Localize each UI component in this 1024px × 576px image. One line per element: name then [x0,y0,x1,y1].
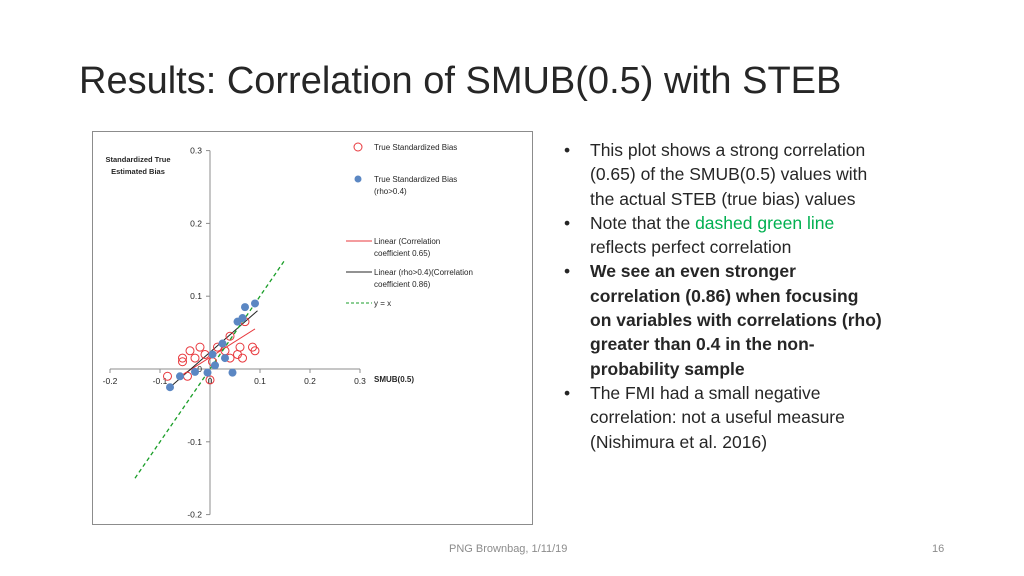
x-axis-title: SMUB(0.5) [374,375,414,384]
legend-label: Linear (rho>0.4)(Correlation [374,268,473,277]
bullet-dot-icon: • [564,382,571,403]
bullet-text: Note that the [590,212,696,233]
bullet-item: • This plot shows a strong correlation (0… [563,138,883,211]
data-point-filled [238,314,247,323]
y-tick-label: -0.1 [187,437,202,447]
data-point-filled [251,299,259,308]
y-tick-label: 0.1 [190,291,202,301]
data-point-open [195,342,205,352]
data-point-open [163,371,172,381]
data-point-filled [228,368,237,377]
data-point-filled [166,383,174,392]
legend-label: coefficient 0.65) [374,249,431,258]
data-point-filled [241,303,249,312]
legend-label: Linear (Correlation [374,237,440,246]
chart-canvas: -0.2 -0.1 0 0.1 0.2 0.3 -0.2 -0.1 0 0.1 0.2 0.3 SMUB… [103,142,473,520]
bullet-text: dashed green line [695,212,835,233]
y-tick-label: 0.2 [190,218,202,228]
bullet-item: • We see an even stronger correlation (0.… [563,259,883,380]
data-point-filled [221,354,229,363]
y-tick-label: 0.3 [190,146,202,156]
x-tick-label: 0 [208,376,213,386]
bullet-item: • Note that the dashed green line reflect… [563,211,883,260]
x-tick-label: -0.1 [153,376,168,386]
y-axis-title: Estimated Bias [111,167,165,176]
trend-line [179,328,256,377]
data-point-open [183,371,192,381]
data-point-filled [218,339,227,348]
data-point-open [238,353,247,363]
legend-label: y = x [374,299,391,308]
y-axis-title: Standardized True [105,155,170,164]
data-point-filled [203,368,212,377]
bullet-dot-icon: • [564,140,571,160]
bullet-dot-icon: • [564,261,571,282]
legend-label: True Standardized Bias [374,143,457,152]
bullet-text: The FMI had a small negative correlation… [590,382,845,452]
bullet-item: • The FMI had a small negative correlatio… [563,381,883,454]
slide-footer: PNG Brownbag, 1/11/19 [449,543,568,555]
bullet-list: • This plot shows a strong correlation (0… [563,138,883,454]
x-tick-label: -0.2 [103,376,118,386]
data-point-open [250,346,260,356]
slide-title: Results: Correlation of SMUB(0.5) with S… [79,60,842,102]
identity-line [134,259,286,479]
data-point-open [235,342,245,352]
bullet-text: This plot shows a strong correlation (0.… [590,140,868,209]
data-point-open [178,357,187,367]
data-point-open [185,346,195,356]
legend-symbol [354,175,362,183]
x-tick-label: 0.3 [354,376,366,386]
data-point-open [205,375,215,385]
data-point-filled [176,372,184,381]
x-tick-label: 0.2 [304,376,316,386]
data-point-filled [211,361,219,370]
legend-symbol [353,142,363,152]
data-point-open [190,353,200,363]
legend-label: True Standardized Bias [374,175,457,184]
data-point-open [225,331,235,341]
bullet-text: reflects perfect correlation [590,237,792,258]
scatter-chart: -0.2 -0.1 0 0.1 0.2 0.3 -0.2 -0.1 0 0.1 0.2 0.3 SMUB… [92,131,533,525]
x-tick-label: 0.1 [254,376,266,386]
data-point-filled [191,367,199,376]
y-tick-label: 0 [197,364,202,374]
page-number: 16 [932,543,945,555]
legend-label: (rho>0.4) [374,187,407,196]
bullet-text: We see an even stronger correlation (0.8… [590,261,882,379]
y-tick-label: -0.2 [187,510,202,520]
legend-label: coefficient 0.86) [374,280,431,289]
data-point-filled [208,350,217,359]
data-point-open [178,353,187,363]
bullet-dot-icon: • [564,212,571,233]
